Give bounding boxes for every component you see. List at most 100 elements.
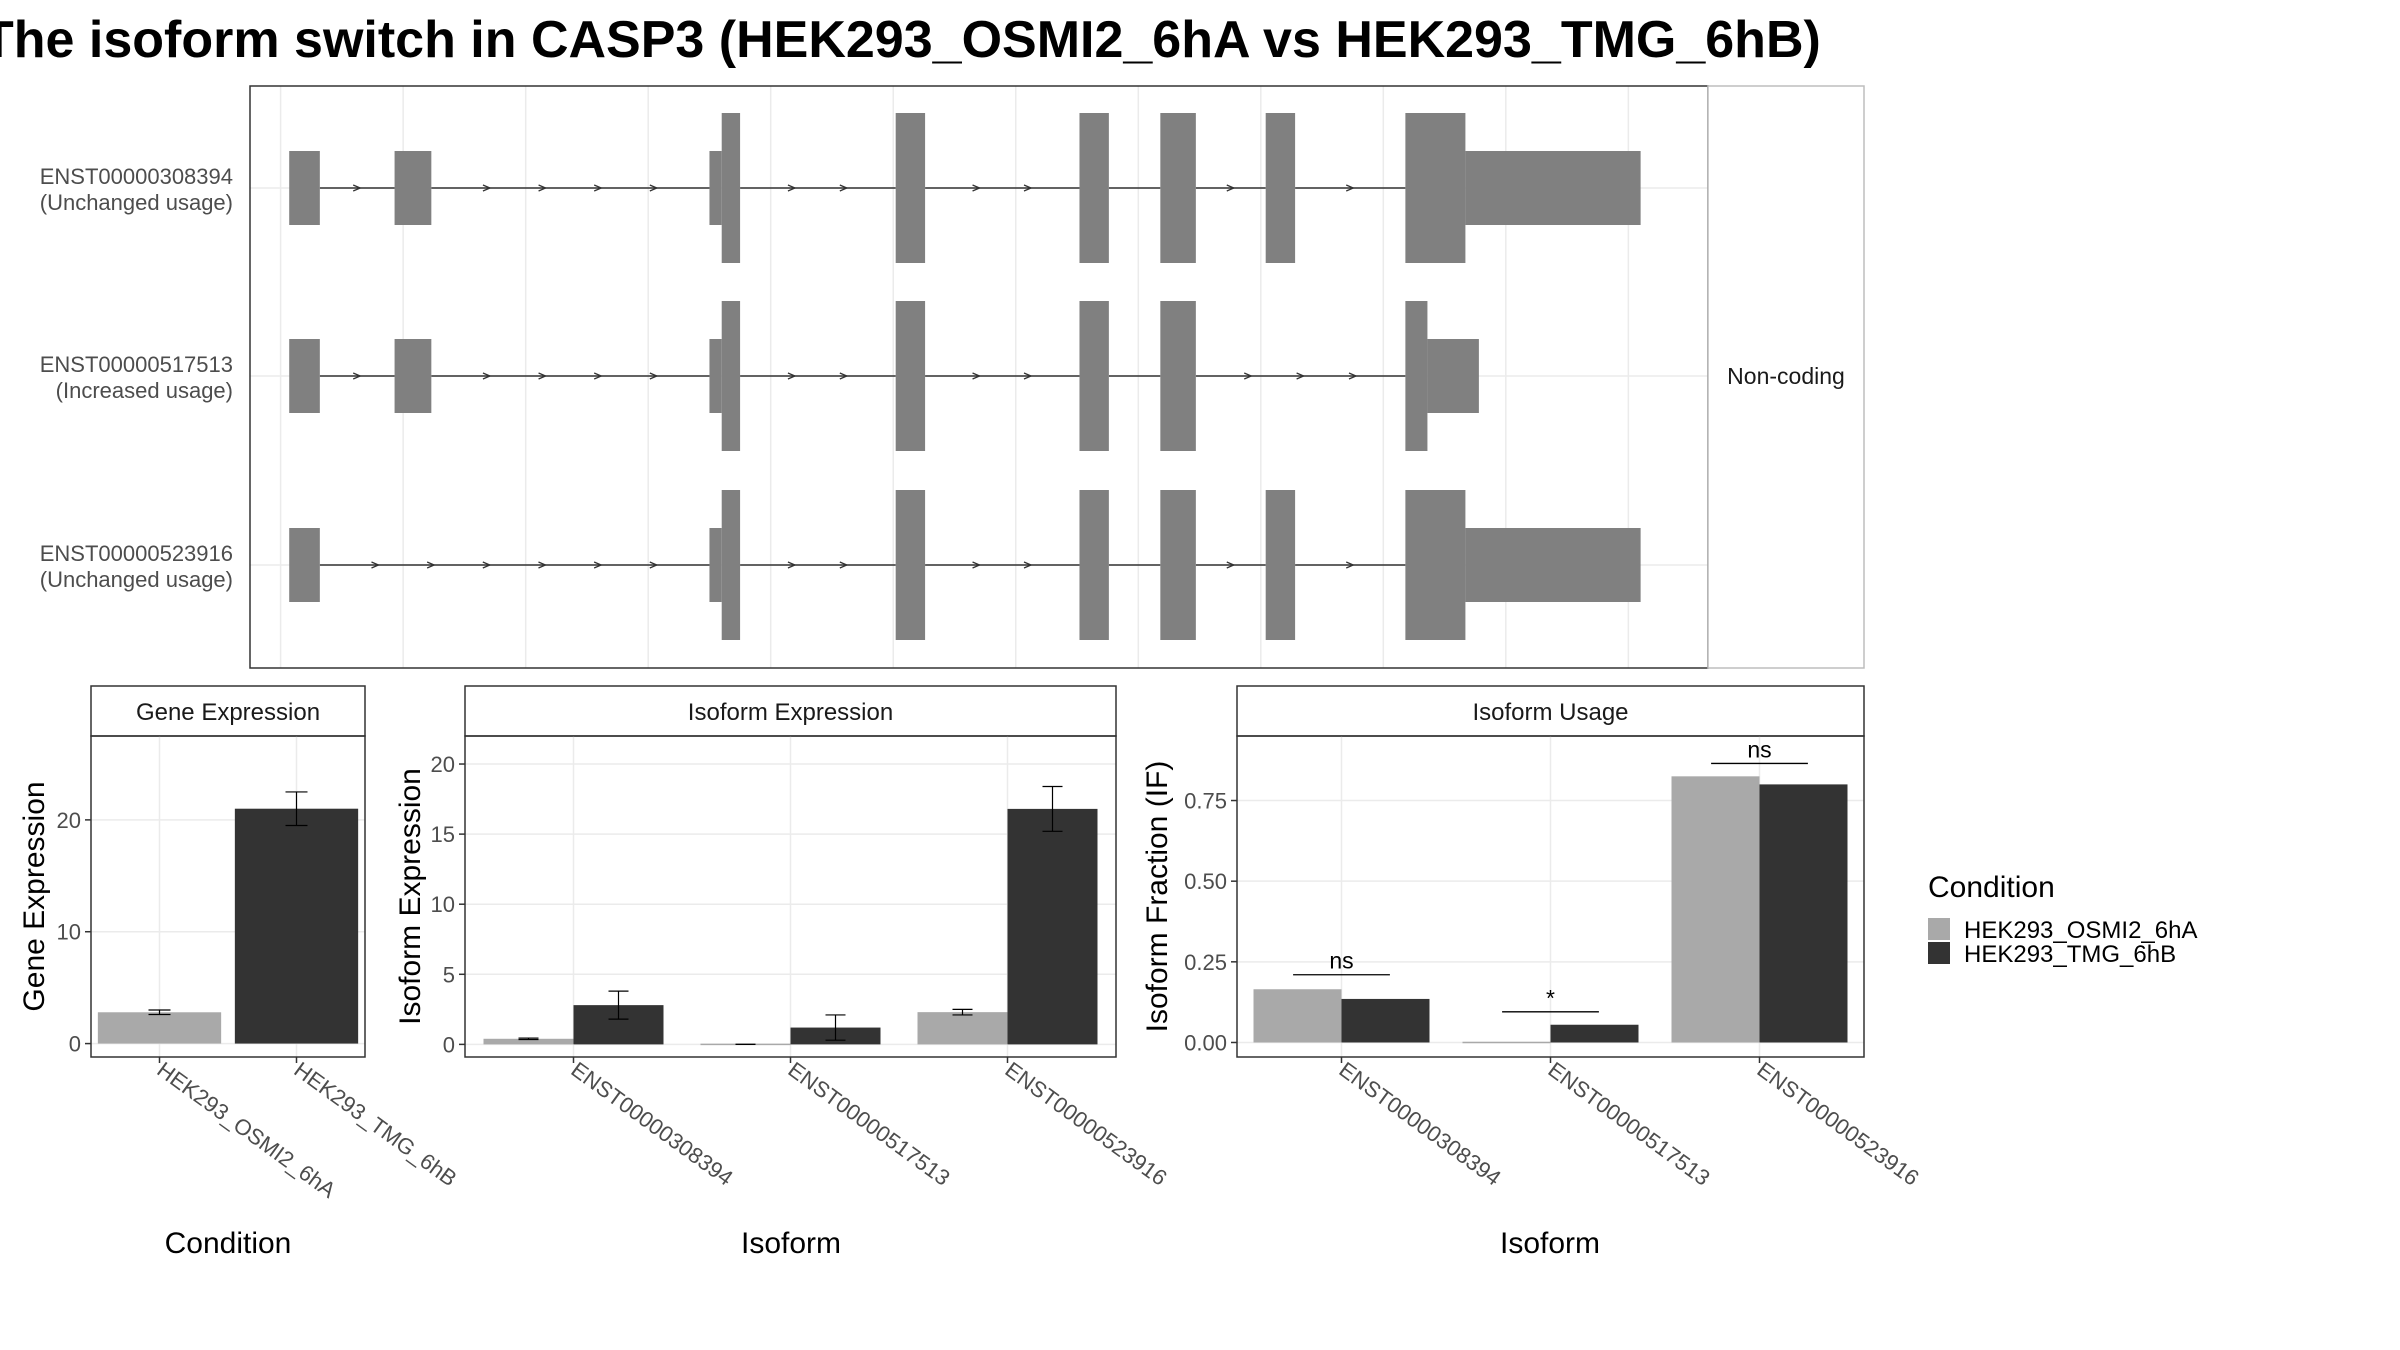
intron-arrow — [1243, 372, 1253, 380]
y-tick-label: 0.00 — [1184, 1030, 1227, 1055]
bar — [234, 808, 359, 1044]
significance-label: * — [1546, 985, 1555, 1011]
intron-arrow — [482, 561, 492, 569]
exon-block — [709, 151, 722, 225]
x-tick-label: ENST00000523916 — [1001, 1057, 1172, 1191]
intron-arrow — [538, 372, 548, 380]
bar — [917, 1012, 1008, 1045]
exon-block — [289, 339, 320, 413]
exon-block — [289, 151, 320, 225]
exon-block — [721, 490, 741, 640]
bar — [1759, 784, 1848, 1043]
transcript-usage-label: (Increased usage) — [56, 378, 233, 403]
exon-block — [1160, 490, 1196, 640]
bar — [1462, 1041, 1551, 1044]
y-tick-label: 0.25 — [1184, 950, 1227, 975]
exon-block — [1405, 490, 1466, 640]
exon-block — [709, 339, 722, 413]
y-axis-title: Isoform Expression — [394, 768, 427, 1025]
intron-arrow — [593, 184, 603, 192]
intron-arrow — [482, 184, 492, 192]
bar-panel: Isoform Usage ns * ns 0.00 0.25 0.50 0.75 ENST00… — [1141, 685, 1924, 1260]
transcript-row — [289, 113, 1641, 263]
exon-block — [721, 301, 741, 451]
exon-block — [1427, 339, 1479, 413]
exon-block — [895, 490, 926, 640]
intron-arrow — [649, 372, 659, 380]
legend-swatch — [1928, 942, 1950, 964]
bar — [1341, 998, 1430, 1043]
y-tick-label: 0.75 — [1184, 789, 1227, 814]
intron-arrow — [1023, 561, 1033, 569]
transcript-row — [289, 301, 1479, 451]
intron-arrow — [839, 372, 849, 380]
legend-item-label: HEK293_TMG_6hB — [1964, 941, 2176, 968]
panel-strip-title: Gene Expression — [136, 699, 320, 726]
exon-block — [289, 528, 320, 602]
transcript-usage-label: (Unchanged usage) — [40, 567, 233, 592]
intron-arrow — [972, 372, 982, 380]
exon-block — [1265, 113, 1296, 263]
legend-item-label: HEK293_OSMI2_6hA — [1964, 917, 2197, 944]
transcript-structure-panel: ENST00000308394(Unchanged usage)ENST0000… — [40, 85, 1865, 669]
intron-arrow — [1226, 184, 1236, 192]
bar-panel: Isoform Expression 0 5 10 15 20 ENST0000030839… — [394, 685, 1172, 1260]
transcript-id-label: ENST00000308394 — [40, 164, 233, 189]
exon-block — [1465, 528, 1641, 602]
intron-arrow — [972, 561, 982, 569]
y-tick-label: 10 — [431, 892, 455, 917]
y-tick-label: 20 — [57, 808, 81, 833]
intron-arrow — [426, 561, 436, 569]
y-tick-label: 0.50 — [1184, 869, 1227, 894]
y-axis-title: Gene Expression — [18, 781, 51, 1011]
intron-arrow — [538, 561, 548, 569]
intron-arrow — [482, 372, 492, 380]
intron-arrow — [972, 184, 982, 192]
x-axis-title: Condition — [165, 1227, 292, 1260]
y-tick-label: 5 — [443, 962, 455, 987]
intron-arrow — [1296, 372, 1306, 380]
y-tick-label: 20 — [431, 752, 455, 777]
exon-block — [721, 113, 741, 263]
intron-arrow — [1023, 184, 1033, 192]
intron-arrow — [593, 372, 603, 380]
intron-arrow — [649, 184, 659, 192]
transcript-id-label: ENST00000517513 — [40, 352, 233, 377]
intron-arrow — [371, 561, 381, 569]
intron-arrow — [538, 184, 548, 192]
legend-title: Condition — [1928, 871, 2055, 904]
intron-arrow — [352, 184, 362, 192]
transcript-row — [289, 490, 1641, 640]
exon-block — [394, 151, 432, 225]
intron-arrow — [1226, 561, 1236, 569]
panel-strip — [464, 685, 1117, 737]
structure-strip — [1707, 85, 1865, 669]
y-tick-label: 10 — [57, 920, 81, 945]
exon-block — [1160, 301, 1196, 451]
x-axis-title: Isoform — [1500, 1227, 1600, 1260]
intron-arrow — [839, 561, 849, 569]
panel-border — [90, 735, 366, 1058]
exon-block — [1265, 490, 1296, 640]
panel-strip-title: Isoform Expression — [688, 699, 893, 726]
transcript-id-label: ENST00000523916 — [40, 541, 233, 566]
y-tick-label: 15 — [431, 822, 455, 847]
x-tick-label: ENST00000523916 — [1753, 1057, 1924, 1191]
bar — [97, 1012, 222, 1044]
exon-block — [709, 528, 722, 602]
exon-block — [394, 339, 432, 413]
intron-arrow — [839, 184, 849, 192]
transcript-usage-label: (Unchanged usage) — [40, 190, 233, 215]
intron-arrow — [1345, 561, 1355, 569]
strip-label-noncoding: Non-coding — [1727, 363, 1845, 389]
x-tick-label: ENST00000308394 — [567, 1057, 738, 1191]
intron-arrow — [352, 372, 362, 380]
exon-block — [1079, 490, 1109, 640]
intron-arrow — [649, 561, 659, 569]
bar — [1253, 989, 1342, 1043]
panel-strip-title: Isoform Usage — [1472, 699, 1628, 726]
intron-arrow — [1023, 372, 1033, 380]
y-tick-label: 0 — [69, 1032, 81, 1057]
